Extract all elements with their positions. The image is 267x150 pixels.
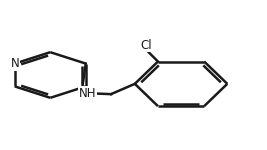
Text: N: N: [10, 57, 19, 70]
Text: Cl: Cl: [140, 39, 152, 52]
Text: NH: NH: [78, 87, 96, 100]
